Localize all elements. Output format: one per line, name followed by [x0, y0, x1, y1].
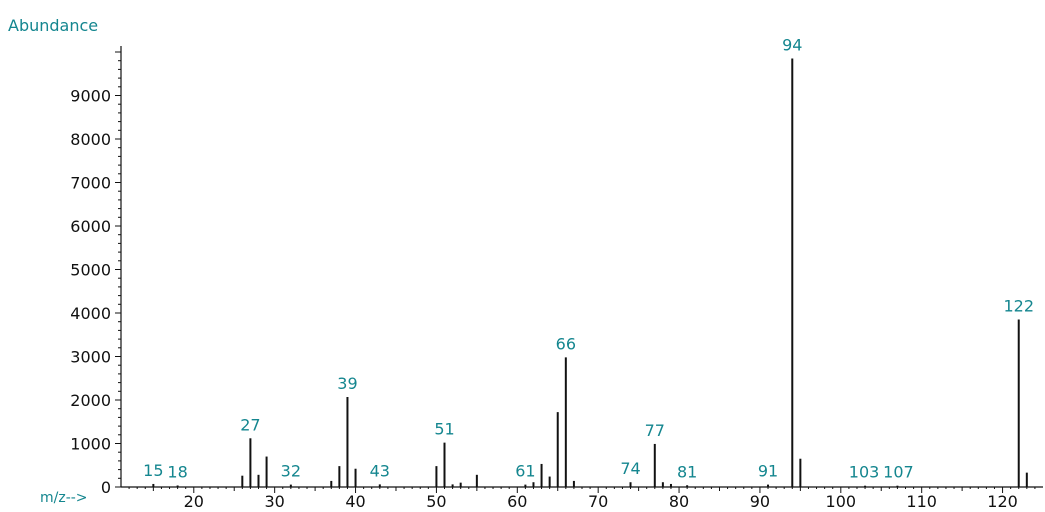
x-tick-label: 60	[507, 492, 527, 511]
x-tick-label: 110	[906, 492, 937, 511]
y-tick-label: 6000	[70, 217, 111, 236]
y-tick-label: 4000	[70, 304, 111, 323]
peak-label: 18	[167, 462, 187, 481]
x-tick-label: 50	[426, 492, 446, 511]
peak-label: 103	[849, 463, 880, 482]
x-tick-label: 90	[750, 492, 770, 511]
x-tick-label: 20	[184, 492, 204, 511]
y-tick-label: 2000	[70, 391, 111, 410]
x-tick-label: 70	[588, 492, 608, 511]
x-tick-label: 80	[669, 492, 689, 511]
peak-label: 66	[556, 334, 576, 353]
y-tick-label: 9000	[70, 87, 111, 106]
y-tick-label: 0	[101, 478, 111, 497]
peak-label: 32	[281, 462, 301, 481]
y-tick-label: 1000	[70, 435, 111, 454]
y-tick-label: 8000	[70, 130, 111, 149]
y-tick-label: 5000	[70, 261, 111, 280]
peak-label: 77	[645, 421, 665, 440]
peak-label: 39	[337, 374, 357, 393]
y-tick-label: 7000	[70, 174, 111, 193]
x-tick-label: 30	[264, 492, 284, 511]
x-axis-ticks: 20 30 40 50 60 70 80 90 100 110 120	[128, 487, 1036, 511]
x-tick-label: 120	[987, 492, 1018, 511]
peak-label: 51	[434, 420, 454, 439]
x-axis-label: m/z-->	[40, 490, 88, 506]
peak-label: 107	[883, 463, 914, 482]
peak-label: 27	[240, 415, 260, 434]
peak-label: 74	[620, 459, 640, 478]
peak-label: 15	[143, 461, 163, 480]
y-tick-label: 3000	[70, 348, 111, 367]
y-axis-ticks: 0 1000 2000 3000 4000 5000 6000 7000 8000 9000	[70, 51, 121, 497]
peak-label: 91	[758, 462, 778, 481]
spectrum-peaks	[152, 58, 1028, 487]
peak-labels: 15 18 27 32 39 43 51 61 66 74 77 81 91 94 103 107 122	[143, 36, 1034, 482]
peak-label: 43	[370, 461, 390, 480]
x-tick-label: 100	[826, 492, 857, 511]
peak-label: 81	[677, 462, 697, 481]
peak-label: 61	[515, 462, 535, 481]
peak-label: 122	[1003, 297, 1034, 316]
peak-label: 94	[782, 36, 802, 55]
x-tick-label: 40	[345, 492, 365, 511]
y-axis-label: Abundance	[8, 16, 98, 35]
